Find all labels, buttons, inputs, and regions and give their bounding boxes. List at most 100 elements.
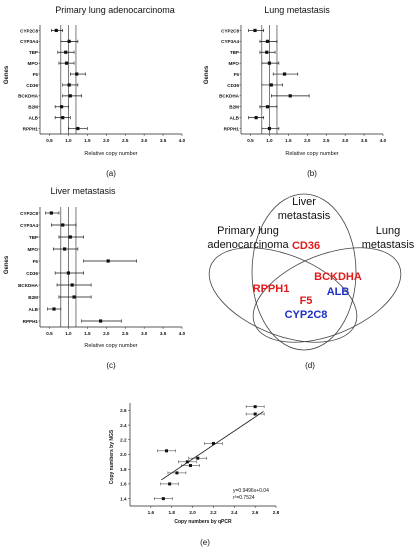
panel-b-gene-label-alb: ALB	[230, 115, 240, 120]
panel-c-mean-point-alb	[52, 307, 56, 311]
panel-b-mean-point-f5	[282, 72, 287, 76]
panel-c-mean-point-cyp2c8	[49, 211, 53, 215]
panel-b-gene-label-f5: F5	[234, 72, 240, 77]
panel-a-mean-point-alb	[61, 116, 65, 120]
panel-c-mean-point-f5	[106, 259, 110, 263]
panel-d-letter: (d)	[305, 361, 315, 370]
panel-e-point-9	[165, 449, 168, 453]
panel-c-mean-point-tbp	[68, 235, 72, 239]
panel-b-mean-point-b2m	[265, 105, 270, 109]
panel-a-ylabel: Genes	[4, 65, 10, 84]
panel-a-mean-point-cyp2c8	[54, 28, 58, 33]
panel-a-gene-label-cd36: CD36	[26, 83, 38, 88]
panel-e-letter: (e)	[200, 538, 210, 547]
panel-b-mean-point-alb	[254, 116, 258, 120]
panel-c: Liver metastasis Genes CYP2C8 CYP3A4 TBP MP…	[4, 186, 186, 370]
panel-b-gene-label-rpph1: RPPH1	[224, 126, 240, 131]
panel-a-xtick-label-6: 3.5	[160, 138, 167, 143]
panel-c-ylabel: Genes	[4, 255, 10, 274]
panel-e-xlabel: Copy numbers by qPCR	[174, 519, 232, 525]
panel-e-ytick-label-4: 2.2	[120, 437, 127, 442]
panel-b-mean-point-tbp	[265, 50, 269, 54]
panel-e-xtick-label-5: 2.6	[252, 510, 259, 515]
panel-a-gene-label-cyp3a4: CYP3A4	[20, 39, 38, 44]
panel-e-point-2	[175, 471, 179, 475]
panel-a-gene-label-bckdha: BCKDHA	[18, 94, 39, 99]
venn-label-primary-line2: adenocarcinoma	[207, 239, 289, 251]
panel-a-gene-label-b2m: B2M	[28, 105, 38, 110]
panel-a-mean-point-cyp3a4	[67, 39, 71, 43]
panel-e-ytick-label-1: 1.6	[120, 482, 127, 487]
panel-a-title: Primary lung adenocarcinoma	[55, 5, 175, 15]
panel-b-xtick-label-6: 3.5	[361, 138, 368, 143]
panel-c-gene-label-tbp: TBP	[29, 235, 38, 240]
panel-c-xtick-label-6: 3.5	[160, 331, 167, 336]
venn-label-primary-line1: Primary lung	[217, 225, 279, 237]
panel-e-point-6	[211, 441, 215, 445]
venn-gene-f5: F5	[300, 295, 313, 307]
panel-c-gene-label-alb: ALB	[29, 307, 39, 312]
panel-b-mean-point-mpo	[267, 61, 271, 65]
panel-e-ytick-label-3: 2.0	[120, 452, 127, 457]
panel-b-xtick-label-4: 2.5	[323, 138, 330, 143]
panel-e-xtick-label-0: 1.6	[148, 510, 155, 515]
panel-c-gene-label-cd36: CD36	[26, 271, 38, 276]
panel-b-xtick-label-2: 1.5	[285, 138, 292, 143]
panel-b-mean-point-bckdha	[288, 94, 292, 98]
panel-c-mean-point-cd36	[66, 271, 70, 275]
panel-c-xtick-label-3: 2.0	[103, 331, 110, 336]
panel-c-xtick-label-1: 1.0	[65, 331, 72, 336]
panel-e-ytick-label-6: 2.6	[120, 408, 127, 413]
venn-gene-bckdha: BCKDHA	[314, 271, 362, 283]
panel-b-title: Lung metastasis	[264, 5, 330, 15]
venn-gene-rpph1: RPPH1	[253, 283, 290, 295]
panel-a-gene-label-alb: ALB	[29, 115, 39, 120]
panel-e-fit-line	[161, 411, 264, 481]
panel-a-mean-point-bckdha	[68, 94, 72, 98]
panel-a-mean-point-mpo	[64, 61, 69, 65]
panel-e-annotation-equation: y=0.9496x+0.04	[233, 488, 269, 494]
panel-e-point-7	[253, 412, 257, 416]
panel-a-mean-point-f5	[75, 72, 79, 76]
panel-a-xtick-label-0: 0.5	[46, 138, 53, 143]
panel-b-mean-point-cyp3a4	[265, 39, 270, 43]
panel-c-gene-label-b2m: B2M	[28, 295, 38, 300]
panel-c-gene-label-bckdha: BCKDHA	[18, 283, 39, 288]
panel-e-xtick-label-4: 2.4	[231, 510, 238, 515]
panel-e-point-5	[196, 456, 200, 460]
panel-e-annotation-r2: r²=0.7524	[233, 495, 255, 501]
panel-c-gene-label-cyp2c8: CYP2C8	[20, 211, 38, 216]
panel-b-gene-label-cyp3a4: CYP3A4	[221, 39, 239, 44]
venn-label-lung-line2: metastasis	[362, 239, 415, 251]
panel-a-mean-point-tbp	[64, 50, 68, 54]
panel-b-mean-point-cd36	[269, 83, 273, 87]
panel-a-gene-label-rpph1: RPPH1	[23, 126, 39, 131]
panel-b-gene-label-bckdha: BCKDHA	[219, 94, 240, 99]
venn-set-liver	[251, 193, 357, 351]
panel-e-ytick-label-5: 2.4	[120, 423, 127, 428]
panel-c-xtick-label-5: 3.0	[141, 331, 148, 336]
venn-set-lung	[252, 247, 402, 343]
panel-b-xtick-label-5: 3.0	[342, 138, 349, 143]
panel-c-gene-label-f5: F5	[33, 259, 39, 264]
panel-a-mean-point-b2m	[59, 105, 64, 109]
panel-b-gene-label-tbp: TBP	[230, 50, 239, 55]
panel-b-letter: (b)	[307, 169, 317, 178]
panel-a-xtick-label-5: 3.0	[141, 138, 148, 143]
panel-e-point-1	[168, 482, 172, 486]
panel-e-point-0	[161, 497, 165, 501]
panel-b-gene-label-cyp2c8: CYP2C8	[221, 28, 239, 33]
panel-c-mean-point-b2m	[72, 295, 76, 299]
panel-c-gene-label-cyp3a4: CYP3A4	[20, 223, 38, 228]
panel-c-xtick-label-4: 2.5	[122, 331, 129, 336]
venn-gene-cd36: CD36	[292, 240, 320, 252]
panel-b-ylabel: Genes	[204, 65, 210, 84]
panel-a-letter: (a)	[106, 169, 116, 178]
panel-a-gene-label-cyp2c8: CYP2C8	[20, 28, 38, 33]
panel-e-point-8	[253, 405, 257, 409]
panel-e-xtick-label-6: 2.8	[273, 510, 280, 515]
panel-e: Copy numbers by NGS 1.4 1.6 1.8 2.0 2.2 2.4 2.…	[109, 403, 280, 547]
panel-b-xtick-label-1: 1.0	[266, 138, 273, 143]
venn-set-primary	[208, 247, 358, 343]
